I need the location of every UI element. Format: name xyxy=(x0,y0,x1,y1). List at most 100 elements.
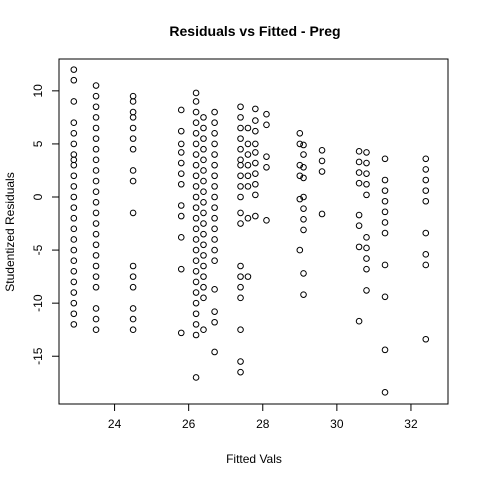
data-point xyxy=(177,170,185,177)
data-point xyxy=(211,348,218,356)
data-point xyxy=(300,151,307,158)
data-point xyxy=(192,331,200,339)
data-point xyxy=(129,305,137,312)
data-point xyxy=(422,197,430,205)
data-point xyxy=(355,179,363,187)
data-point xyxy=(237,145,244,153)
data-point xyxy=(237,114,244,121)
data-point xyxy=(300,215,307,223)
data-point xyxy=(92,145,100,153)
data-point xyxy=(92,188,100,195)
data-point xyxy=(211,151,218,158)
data-point xyxy=(70,321,78,328)
data-point xyxy=(192,257,200,264)
data-point xyxy=(92,230,100,238)
data-point xyxy=(422,251,430,258)
data-point xyxy=(355,243,363,251)
data-point xyxy=(70,183,78,190)
data-point xyxy=(237,273,244,280)
data-point xyxy=(381,208,389,216)
y-tick-label: 5 xyxy=(31,140,45,147)
data-point xyxy=(381,197,389,205)
data-point xyxy=(211,119,218,126)
data-point xyxy=(92,273,100,280)
data-point xyxy=(129,114,137,121)
data-point xyxy=(70,257,78,264)
data-point xyxy=(211,193,218,201)
data-point xyxy=(177,106,185,114)
data-point xyxy=(192,246,200,254)
data-point xyxy=(252,149,259,156)
data-point xyxy=(244,140,252,148)
data-point xyxy=(211,214,218,222)
data-point xyxy=(92,209,100,217)
data-point xyxy=(244,161,252,169)
data-point xyxy=(355,148,363,155)
x-axis: 24 26 28 30 32 xyxy=(108,404,418,431)
data-point xyxy=(192,151,200,158)
data-point xyxy=(355,222,363,229)
data-point xyxy=(296,140,304,148)
data-point xyxy=(129,326,137,333)
data-point xyxy=(422,261,430,269)
data-point xyxy=(200,230,207,238)
data-point xyxy=(252,212,259,220)
data-point xyxy=(200,145,207,153)
data-point xyxy=(129,177,137,185)
data-point xyxy=(300,270,307,277)
data-point xyxy=(211,204,218,211)
data-point xyxy=(92,220,100,227)
data-point xyxy=(192,321,200,328)
data-point xyxy=(177,140,185,148)
data-point xyxy=(92,103,100,111)
plot-frame xyxy=(58,58,449,405)
data-point xyxy=(200,273,207,280)
data-point xyxy=(381,261,389,269)
data-point xyxy=(200,114,207,121)
data-point xyxy=(381,229,389,237)
data-point xyxy=(300,193,307,201)
data-point xyxy=(237,103,244,111)
data-point xyxy=(70,278,78,286)
data-point xyxy=(318,168,326,175)
data-point xyxy=(363,149,370,156)
data-point xyxy=(92,305,100,312)
data-point xyxy=(300,174,307,182)
data-point xyxy=(177,265,185,273)
data-point xyxy=(200,241,207,249)
data-point xyxy=(200,177,207,185)
data-point xyxy=(381,155,389,163)
data-point xyxy=(70,161,78,169)
data-point xyxy=(296,246,304,254)
data-point xyxy=(244,214,252,222)
data-point xyxy=(252,170,259,177)
data-point xyxy=(192,236,200,243)
data-point xyxy=(129,135,137,142)
data-point xyxy=(200,326,207,333)
data-point xyxy=(381,389,389,396)
data-point xyxy=(70,310,78,318)
data-point xyxy=(70,236,78,243)
data-point xyxy=(363,234,370,241)
data-point xyxy=(70,214,78,222)
y-tick-label: -5 xyxy=(31,244,45,255)
data-point xyxy=(129,167,137,174)
data-point xyxy=(263,163,270,171)
data-point xyxy=(177,212,185,220)
data-point xyxy=(70,268,78,275)
data-point xyxy=(200,209,207,217)
data-point xyxy=(129,315,137,323)
data-point xyxy=(200,188,207,195)
data-point xyxy=(355,169,363,176)
data-point xyxy=(318,157,326,165)
data-point xyxy=(192,108,200,116)
y-axis: -15 -10 -5 0 5 10 xyxy=(31,84,59,365)
data-point xyxy=(237,220,244,227)
data-point xyxy=(92,114,100,121)
data-point xyxy=(237,161,244,169)
x-tick-label: 32 xyxy=(404,417,418,431)
x-tick-label: 28 xyxy=(256,417,270,431)
data-point xyxy=(177,234,185,241)
data-point xyxy=(237,209,244,217)
